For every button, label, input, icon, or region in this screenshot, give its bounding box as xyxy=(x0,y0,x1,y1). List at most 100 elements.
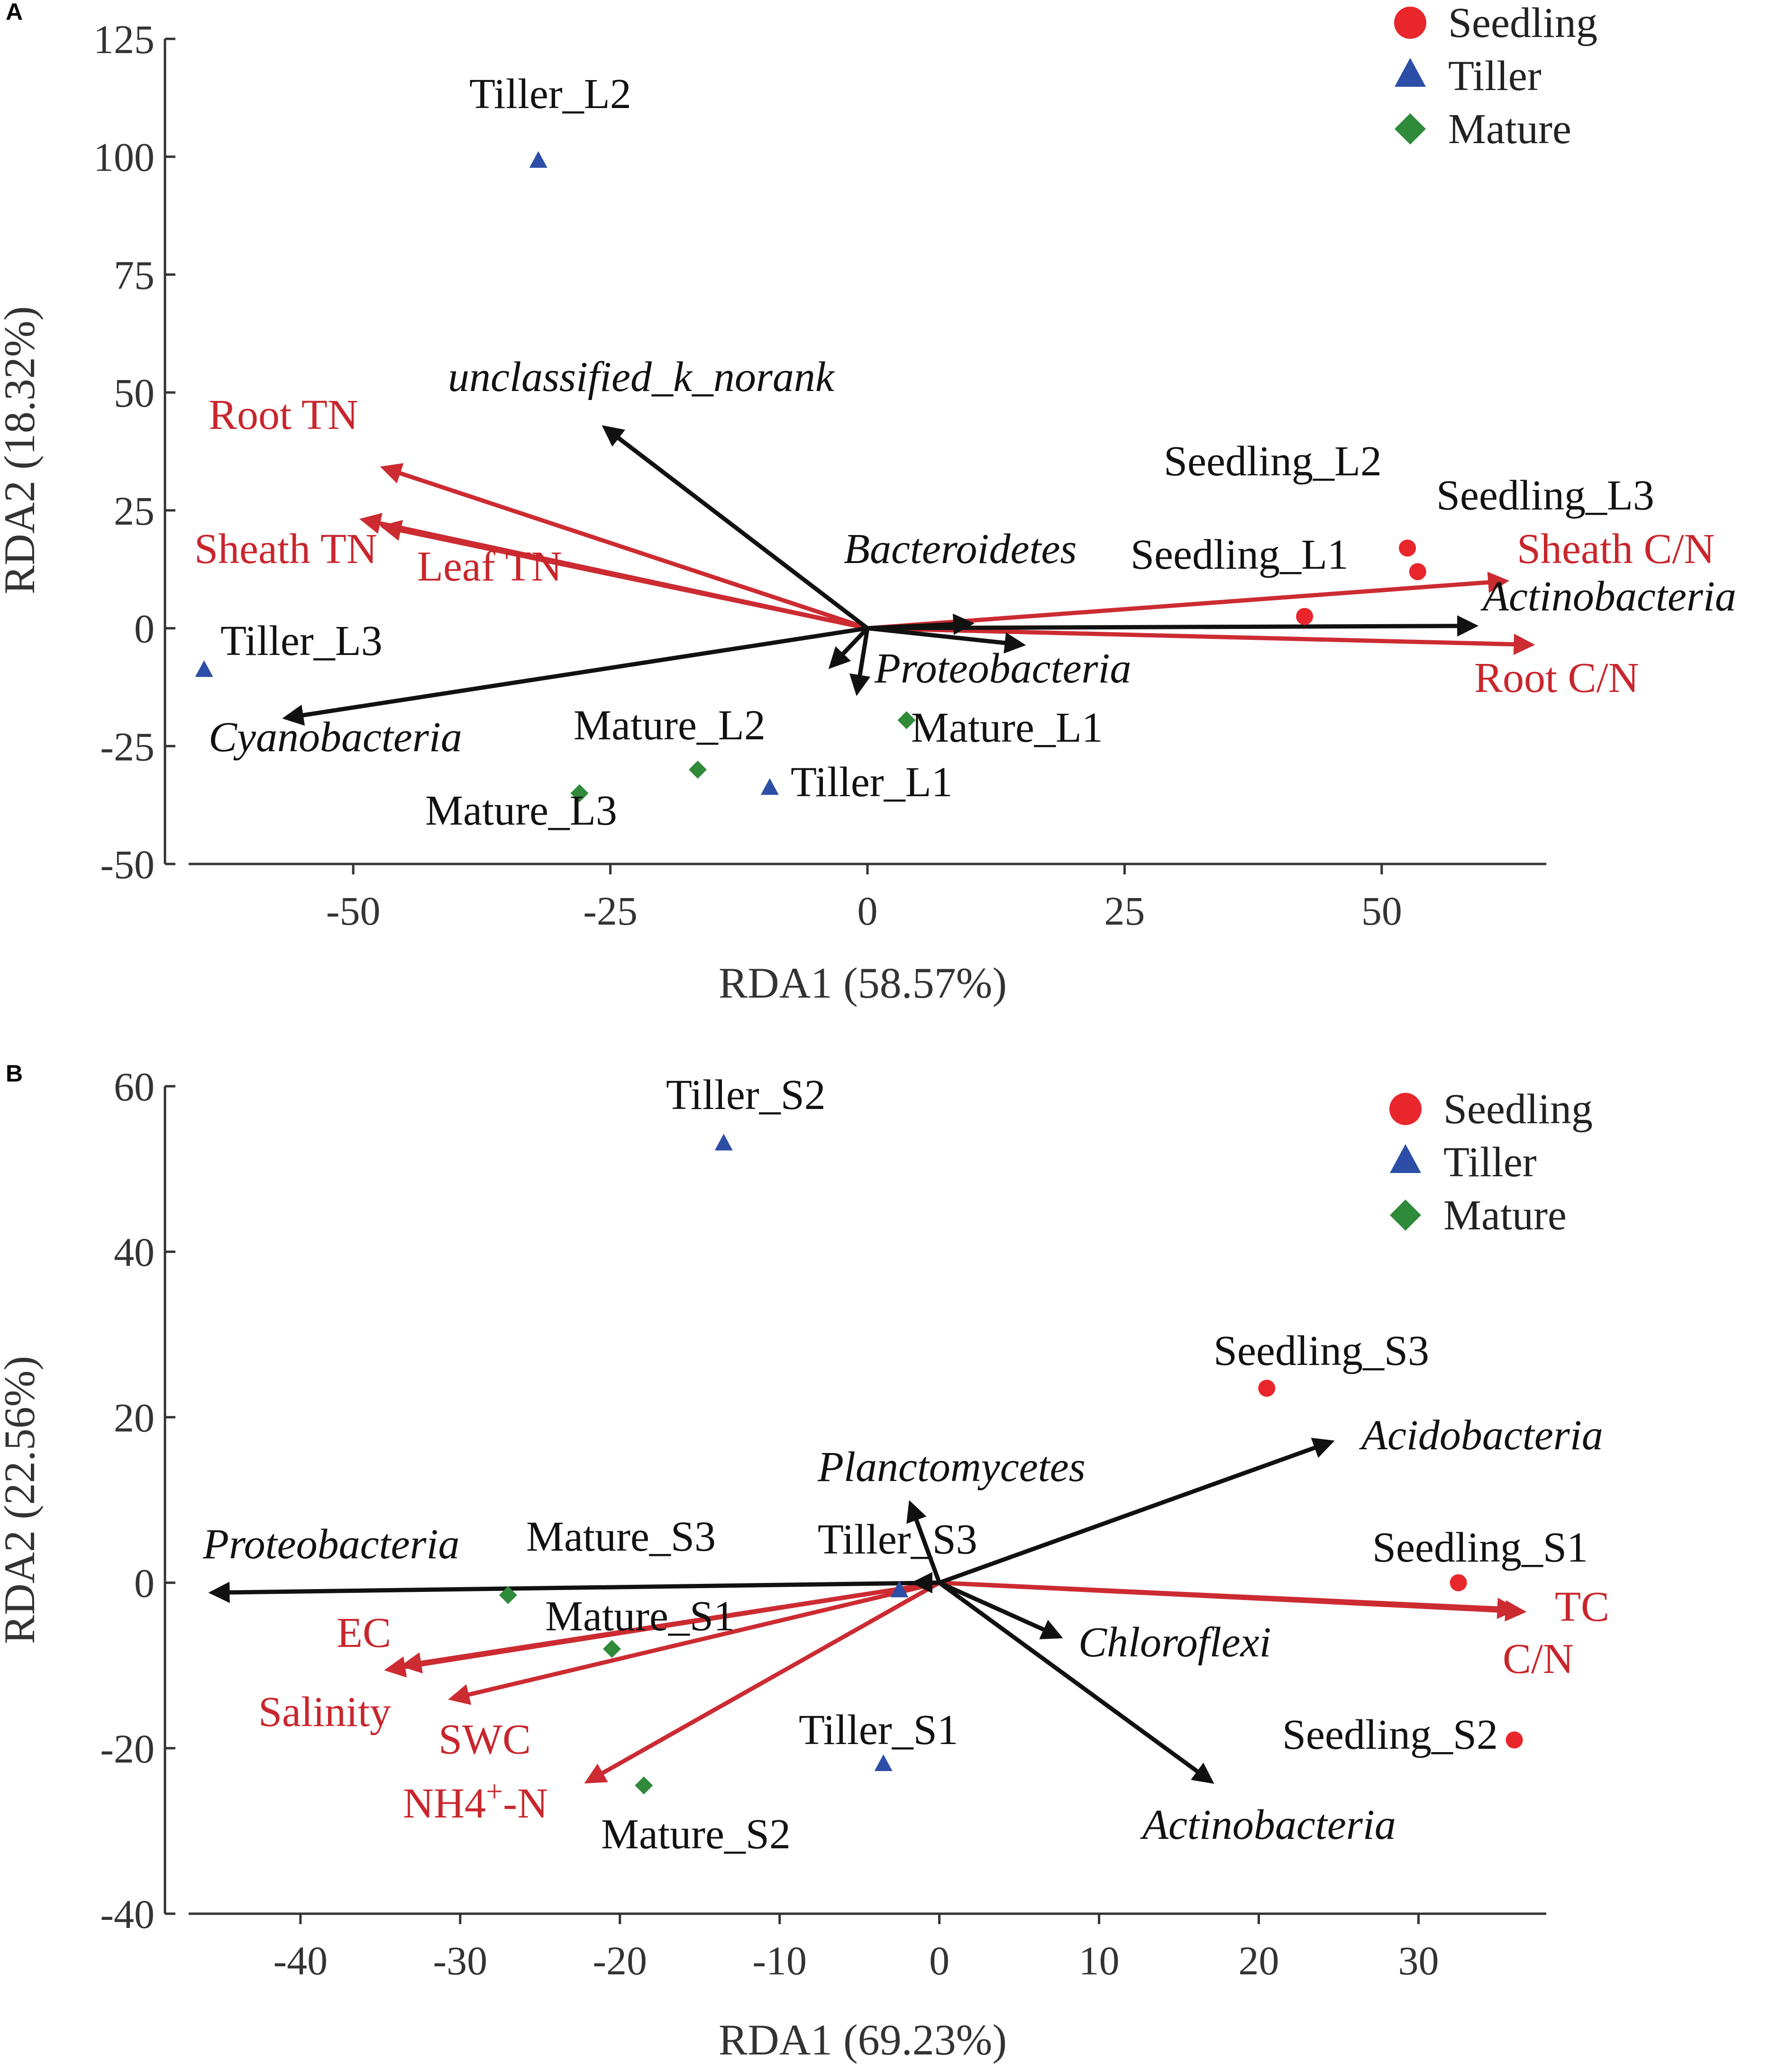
panel-a-species-arrow-unclassified-k-norank xyxy=(602,425,869,630)
panel-a-env-label-sheath-tn: Sheath TN xyxy=(194,526,377,573)
panel-b-legend: Seedling Tiller Mature xyxy=(1389,1086,1593,1239)
panel-b-y-tick-label: 0 xyxy=(134,1561,155,1606)
panel-a-env-label-sheath-c-n: Sheath C/N xyxy=(1517,526,1715,573)
panel-b-env-arrow-salinity xyxy=(400,1581,940,1673)
panel-a-x-tick-label: 25 xyxy=(1104,888,1145,934)
panel-a-y-tick-label: -50 xyxy=(100,842,155,887)
panel-a-species-label-cyanobacteria: Cyanobacteria xyxy=(209,714,462,761)
panel-b-point-label-tiller-s2: Tiller_S2 xyxy=(666,1072,826,1118)
panel-a-species-arrow-actinobacteria xyxy=(867,615,1479,637)
panel-a-species-arrow-proteobacteria xyxy=(849,627,871,696)
panel-b: B -40 -30 -20 -10 0 10 20 30 60 40 20 0 -20 -40 Tille… xyxy=(0,1060,1609,2064)
panel-b-labels: Tiller_S2 Tiller_S3 Tiller_S1 Mature_S3 Matu… xyxy=(202,1072,1609,1858)
panel-b-species-arrow-proteobacteria xyxy=(208,1581,940,1603)
panel-a-x-tick-label: 0 xyxy=(858,888,878,934)
panel-a-legend-marker-seedling xyxy=(1394,7,1426,39)
panel-b-species-arrow-acidobacteria xyxy=(939,1437,1335,1585)
panel-b-y-tick-label: 40 xyxy=(114,1229,155,1275)
panel-b-x-tick-label: 10 xyxy=(1079,1938,1120,1983)
panel-a-env-label-root-c-n: Root C/N xyxy=(1474,654,1639,701)
panel-b-env-label-ec: EC xyxy=(337,1609,391,1656)
panel-a-point-mature-l2 xyxy=(689,761,707,779)
panel-b-point-seedling-s1 xyxy=(1450,1574,1467,1591)
panel-a-point-tiller-l3 xyxy=(195,660,213,677)
panel-a-point-tiller-l1 xyxy=(760,778,779,795)
panel-b-env-label-tc: TC xyxy=(1555,1583,1609,1630)
panel-b-legend-marker-tiller xyxy=(1390,1144,1421,1173)
panel-a-point-label-tiller-l3: Tiller_L3 xyxy=(220,618,383,664)
panel-b-env-label-salinity: Salinity xyxy=(258,1689,391,1736)
panel-a-y-tick-label: 125 xyxy=(93,17,155,62)
panel-b-x-tick-label: -20 xyxy=(593,1938,647,1983)
panel-a: A -50 -25 0 25 50 125 100 75 50 25 0 -25 -50 Tiller_… xyxy=(0,0,1736,1007)
panel-a-x-tick-label: 50 xyxy=(1361,888,1402,934)
panel-a-point-label-tiller-l2: Tiller_L2 xyxy=(469,71,631,118)
panel-b-point-tiller-s3 xyxy=(890,1581,909,1598)
panel-a-y-tick-label: 100 xyxy=(93,135,155,180)
panel-a-species-label-bacteroidetes: Bacteroidetes xyxy=(844,526,1077,573)
panel-a-legend-marker-tiller xyxy=(1395,58,1426,87)
panel-a-y-tick-label: 75 xyxy=(114,252,155,298)
panel-a-species-arrows xyxy=(282,425,1479,726)
panel-b-point-label-mature-s2: Mature_S2 xyxy=(601,1811,791,1858)
panel-b-point-label-tiller-s1: Tiller_S1 xyxy=(799,1707,958,1754)
panel-a-env-arrow-sheath-c-n xyxy=(867,572,1510,631)
panel-b-ticks: -40 -30 -20 -10 0 10 20 30 60 40 20 0 -20 -40 xyxy=(100,1064,1439,1983)
panel-b-species-label-planctomycetes: Planctomycetes xyxy=(817,1444,1086,1490)
panel-b-point-label-seedling-s3: Seedling_S3 xyxy=(1213,1327,1429,1374)
panel-a-species-label-actinobacteria: Actinobacteria xyxy=(1480,573,1736,620)
panel-b-x-tick-label: -30 xyxy=(433,1938,487,1983)
panel-a-point-seedling-l2 xyxy=(1399,539,1416,557)
panel-b-y-axis-title: RDA2 (22.56%) xyxy=(0,1356,44,1644)
panel-a-point-label-mature-l1: Mature_L1 xyxy=(911,704,1103,751)
panel-b-point-label-seedling-s2: Seedling_S2 xyxy=(1282,1711,1498,1758)
panel-a-species-label-proteobacteria: Proteobacteria xyxy=(874,645,1131,692)
panel-a-species-arrow-unlabeled xyxy=(828,627,869,669)
panel-a-labels: Tiller_L2 Tiller_L3 Tiller_L1 Mature_L2 Matu… xyxy=(194,71,1736,834)
panel-b-tag: B xyxy=(6,1060,23,1087)
panel-b-y-tick-label: 60 xyxy=(114,1064,155,1109)
panel-b-x-tick-label: -40 xyxy=(274,1938,328,1983)
panel-b-point-mature-s3 xyxy=(499,1586,517,1604)
panel-a-point-label-seedling-l1: Seedling_L1 xyxy=(1131,531,1349,578)
panel-b-point-label-seedling-s1: Seedling_S1 xyxy=(1372,1524,1588,1571)
panel-a-y-tick-label: 50 xyxy=(114,370,155,416)
panel-a-env-arrow-root-tn xyxy=(380,463,868,630)
panel-a-points xyxy=(195,151,1426,802)
panel-b-species-label-acidobacteria: Acidobacteria xyxy=(1359,1412,1603,1459)
panel-b-x-tick-label: 30 xyxy=(1398,1938,1439,1983)
panel-b-env-arrows xyxy=(384,1581,1527,1784)
panel-b-x-tick-label: 0 xyxy=(929,1938,949,1983)
panel-b-env-label-nh4-n: NH4+-N xyxy=(403,1774,548,1827)
panel-b-species-label-actinobacteria: Actinobacteria xyxy=(1140,1801,1396,1848)
panel-a-point-seedling-l3 xyxy=(1409,563,1426,581)
panel-a-species-arrow-unlabeled xyxy=(867,626,1026,654)
panel-b-legend-marker-seedling xyxy=(1389,1093,1422,1125)
panel-b-env-label-c-n: C/N xyxy=(1503,1636,1574,1682)
panel-b-point-seedling-s2 xyxy=(1505,1731,1523,1749)
panel-a-point-seedling-l1 xyxy=(1296,608,1314,625)
panel-b-point-label-mature-s3: Mature_S3 xyxy=(526,1513,716,1560)
panel-a-point-label-mature-l2: Mature_L2 xyxy=(574,702,766,749)
panel-b-point-label-mature-s1: Mature_S1 xyxy=(545,1593,735,1640)
panel-b-legend-label-mature: Mature xyxy=(1443,1192,1567,1239)
panel-b-env-arrow-swc xyxy=(448,1581,940,1705)
panel-a-x-axis-title: RDA1 (58.57%) xyxy=(719,959,1007,1007)
panel-b-point-tiller-s2 xyxy=(714,1134,733,1151)
panel-b-species-arrow-planctomycetes xyxy=(906,1500,941,1584)
panel-b-species-label-chloroflexi: Chloroflexi xyxy=(1078,1619,1271,1666)
panel-a-legend-marker-mature xyxy=(1395,113,1426,145)
panel-b-x-tick-label: 20 xyxy=(1239,1938,1279,1983)
panel-a-y-tick-label: 0 xyxy=(134,606,155,652)
panel-b-species-label-proteobacteria: Proteobacteria xyxy=(202,1521,460,1568)
panel-a-point-label-seedling-l2: Seedling_L2 xyxy=(1164,438,1382,485)
panel-b-point-mature-s1 xyxy=(602,1640,621,1658)
panel-a-y-tick-label: 25 xyxy=(114,488,155,534)
panel-a-ticks: -50 -25 0 25 50 125 100 75 50 25 0 -25 -50 xyxy=(93,17,1402,934)
panel-b-legend-label-tiller: Tiller xyxy=(1443,1139,1537,1186)
panel-a-species-arrow-cyanobacteria xyxy=(282,626,868,726)
panel-b-legend-marker-mature xyxy=(1390,1200,1421,1231)
panel-a-env-label-leaf-tn: Leaf TN xyxy=(417,543,562,590)
panel-a-x-tick-label: -50 xyxy=(326,888,381,934)
